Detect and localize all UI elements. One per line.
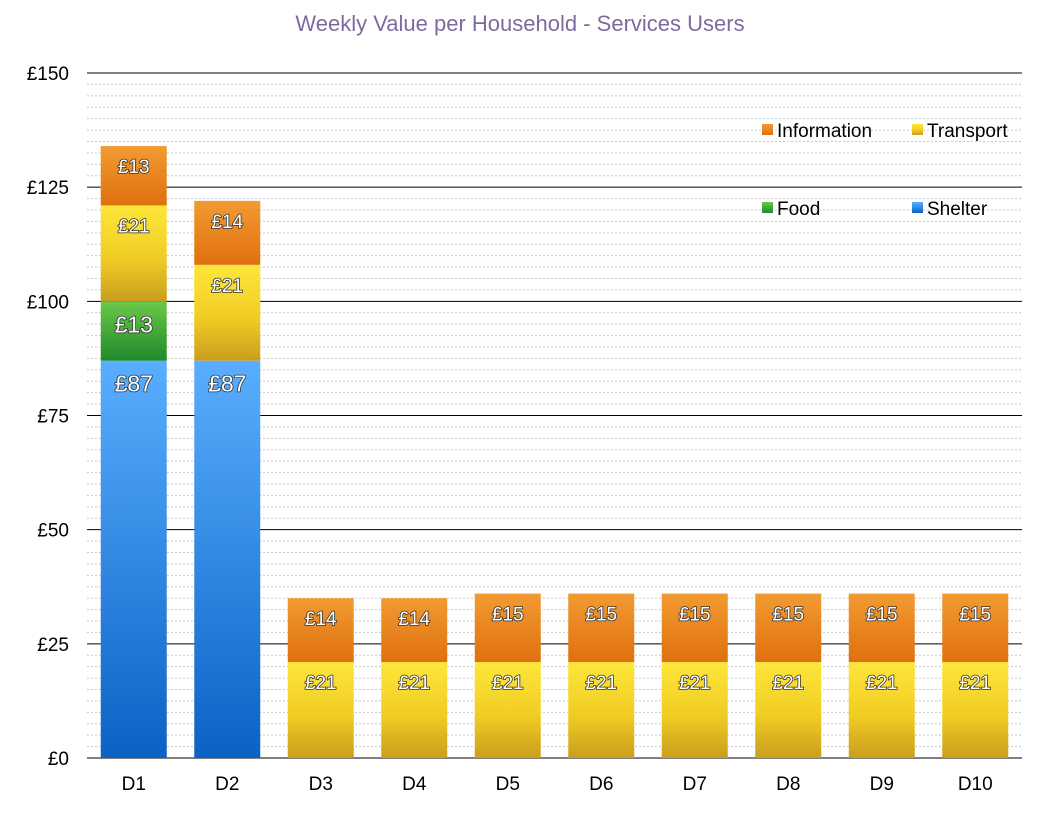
y-tick-label: £25 bbox=[37, 635, 69, 656]
data-label: £21 bbox=[118, 216, 150, 237]
bar-segment-transport bbox=[848, 662, 915, 758]
legend-swatch-food bbox=[762, 202, 773, 213]
data-label: £21 bbox=[679, 673, 711, 694]
bar-segment-information bbox=[568, 593, 635, 663]
legend-label-shelter: Shelter bbox=[927, 199, 988, 220]
data-label: £13 bbox=[118, 157, 150, 178]
data-label: £14 bbox=[211, 212, 243, 233]
data-label: £21 bbox=[866, 673, 898, 694]
x-tick-label: D5 bbox=[496, 774, 520, 795]
x-tick-label: D10 bbox=[958, 774, 993, 795]
data-label: £87 bbox=[115, 371, 153, 397]
bar-segment-transport bbox=[194, 264, 261, 361]
x-tick-label: D4 bbox=[402, 774, 427, 795]
bar-segment-food bbox=[100, 301, 167, 361]
data-label: £21 bbox=[492, 673, 524, 694]
y-tick-label: £75 bbox=[37, 407, 69, 428]
bar-segment-shelter bbox=[100, 360, 167, 758]
data-label: £14 bbox=[398, 609, 430, 630]
y-tick-label: £100 bbox=[27, 292, 69, 313]
data-label: £21 bbox=[585, 673, 617, 694]
chart-title: Weekly Value per Household - Services Us… bbox=[295, 11, 744, 36]
data-label: £87 bbox=[208, 371, 246, 397]
bar-segment-information bbox=[474, 593, 541, 663]
bar-segment-information bbox=[755, 593, 822, 663]
bar-segment-shelter bbox=[194, 360, 261, 758]
data-label: £15 bbox=[866, 605, 898, 626]
x-tick-label: D7 bbox=[683, 774, 707, 795]
x-tick-label: D1 bbox=[122, 774, 146, 795]
bar-segment-information bbox=[661, 593, 728, 663]
y-tick-label: £150 bbox=[27, 64, 69, 85]
data-label: £21 bbox=[305, 673, 337, 694]
bar-segment-transport bbox=[568, 662, 635, 758]
bar-segment-transport bbox=[381, 662, 448, 758]
y-tick-label: £50 bbox=[37, 521, 69, 542]
legend: Information Transport Food Shelter bbox=[762, 121, 1008, 220]
data-label: £21 bbox=[959, 673, 991, 694]
bar-segment-information bbox=[942, 593, 1009, 663]
x-tick-label: D8 bbox=[776, 774, 800, 795]
y-axis-ticks: £0 £25 £50 £75 £100 £125 £150 bbox=[27, 64, 69, 770]
data-label: £13 bbox=[115, 311, 153, 337]
data-label: £15 bbox=[959, 605, 991, 626]
data-label: £15 bbox=[585, 605, 617, 626]
data-label: £21 bbox=[211, 276, 243, 297]
bar-segment-information bbox=[287, 598, 354, 663]
legend-label-transport: Transport bbox=[927, 121, 1008, 142]
bar-segment-transport bbox=[100, 205, 167, 302]
y-tick-label: £125 bbox=[27, 178, 69, 199]
legend-label-information: Information bbox=[777, 121, 872, 142]
bar-segment-information bbox=[194, 200, 261, 265]
data-label: £15 bbox=[679, 605, 711, 626]
data-label: £21 bbox=[398, 673, 430, 694]
bar-segment-transport bbox=[942, 662, 1009, 758]
bar-segment-transport bbox=[755, 662, 822, 758]
legend-label-food: Food bbox=[777, 199, 820, 220]
bar-segment-transport bbox=[474, 662, 541, 758]
bar-segment-information bbox=[100, 146, 167, 206]
legend-swatch-shelter bbox=[912, 202, 923, 213]
data-label: £21 bbox=[772, 673, 804, 694]
bar-segment-information bbox=[848, 593, 915, 663]
data-label: £15 bbox=[772, 605, 804, 626]
legend-swatch-information bbox=[762, 124, 773, 135]
x-axis-ticks: D1 D2 D3 D4 D5 D6 D7 D8 D9 D10 bbox=[122, 774, 993, 795]
bar-segment-transport bbox=[287, 662, 354, 758]
bar-segment-information bbox=[381, 598, 448, 663]
bars: £87 £13 £21 £13 £87 £21 £14 £21 £14 £21 £14 £21 £15 £… bbox=[100, 146, 1009, 758]
x-tick-label: D6 bbox=[589, 774, 613, 795]
x-tick-label: D2 bbox=[215, 774, 239, 795]
x-tick-label: D3 bbox=[309, 774, 333, 795]
data-label: £14 bbox=[305, 609, 337, 630]
x-tick-label: D9 bbox=[870, 774, 894, 795]
bar-segment-transport bbox=[661, 662, 728, 758]
data-label: £15 bbox=[492, 605, 524, 626]
y-tick-label: £0 bbox=[48, 749, 69, 770]
legend-swatch-transport bbox=[912, 124, 923, 135]
